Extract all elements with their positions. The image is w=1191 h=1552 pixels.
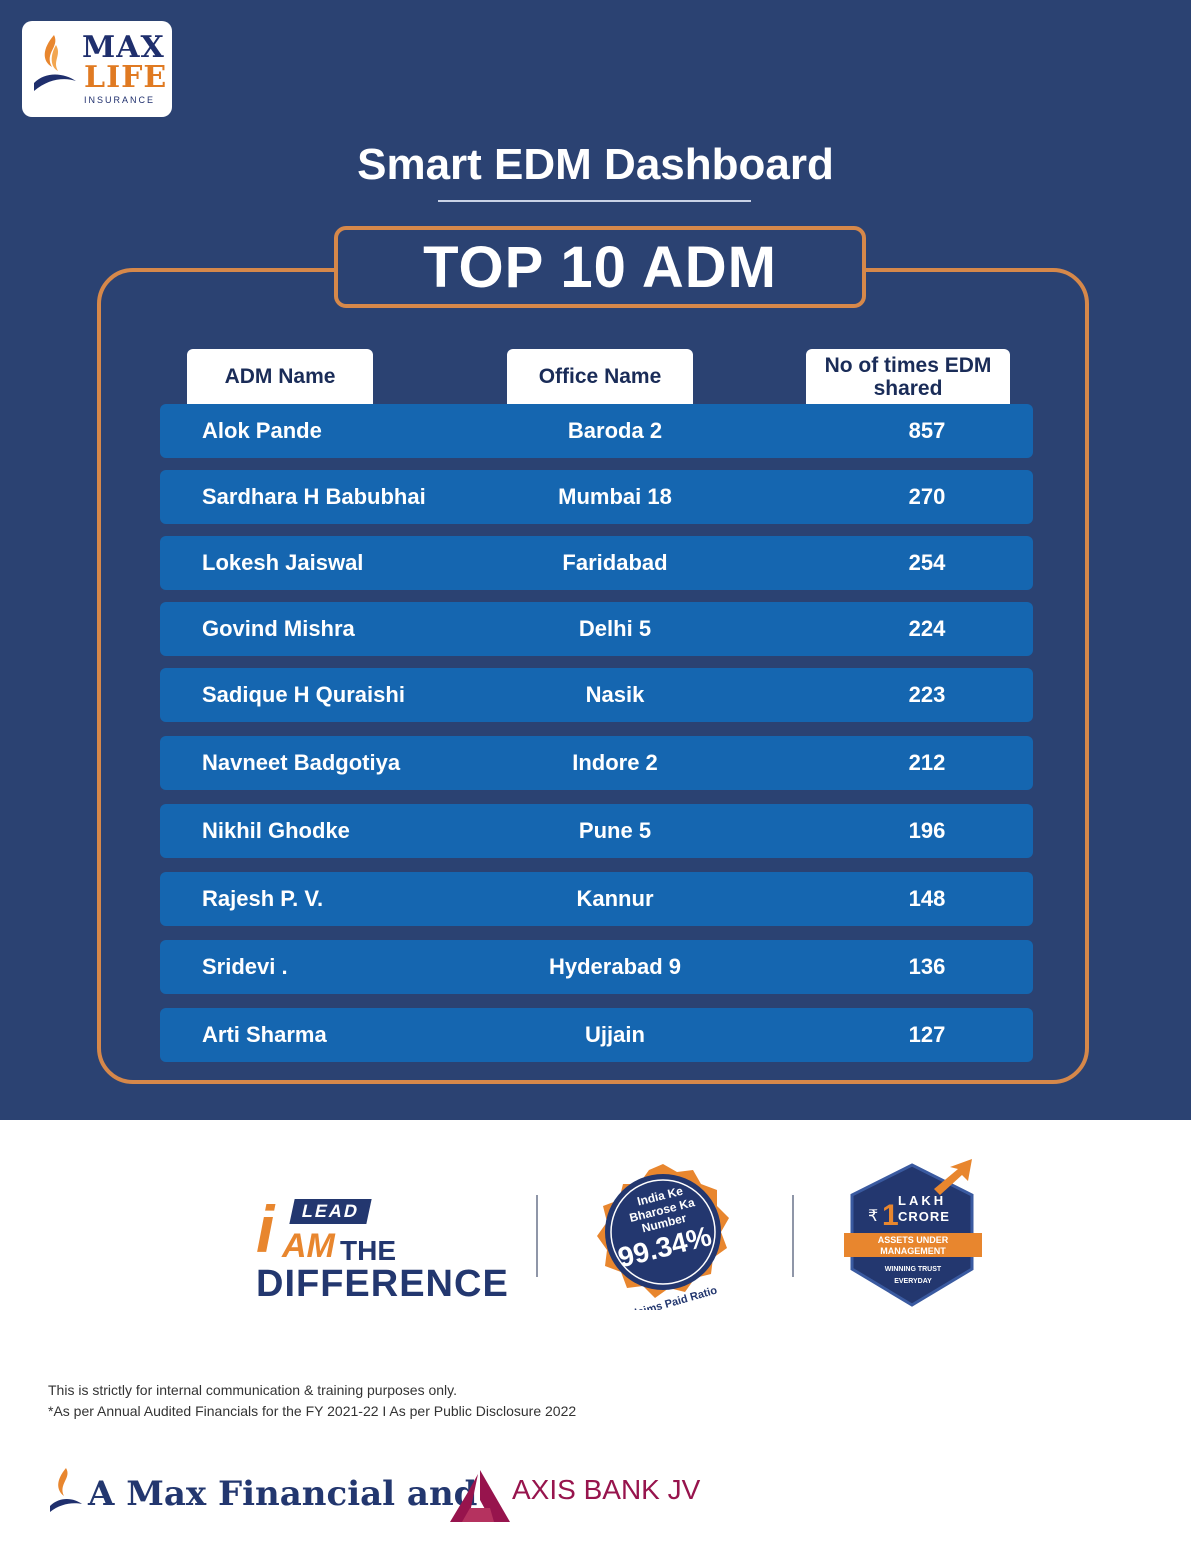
office-name-cell: Mumbai 18 xyxy=(558,484,672,509)
banner-title: TOP 10 ADM xyxy=(423,234,777,300)
table-row: Sardhara H Babubhai Mumbai 18 270 xyxy=(160,470,1033,524)
table-row: Lokesh Jaiswal Faridabad 254 xyxy=(160,536,1033,590)
footer-divider xyxy=(792,1195,794,1277)
column-header-office-name: Office Name xyxy=(507,349,693,405)
campaign-lead-badge: LEAD xyxy=(289,1199,372,1224)
edm-count-cell: 136 xyxy=(908,954,946,979)
logo-wordmark-insurance: INSURANCE xyxy=(84,95,156,105)
office-name-cell: Hyderabad 9 xyxy=(548,954,682,979)
edm-count-cell: 270 xyxy=(908,484,946,509)
adm-name-cell: Navneet Badgotiya xyxy=(202,750,401,775)
title-underline xyxy=(438,200,751,202)
table-row: Govind Mishra Delhi 5 224 xyxy=(160,602,1033,656)
growth-arrow-icon xyxy=(934,1159,972,1195)
office-name-cell: Kannur xyxy=(576,886,654,911)
office-name-cell: Ujjain xyxy=(585,1022,645,1047)
aum-hexagon-badge: ₹ 1 LAKH CRORE ASSETS UNDER MANAGEMENT W… xyxy=(844,1159,982,1307)
office-name-cell: Faridabad xyxy=(562,550,668,575)
aum-currency: ₹ xyxy=(868,1206,878,1225)
table-row: Nikhil Ghodke Pune 5 196 xyxy=(160,804,1033,858)
edm-count-cell: 857 xyxy=(908,418,946,443)
adm-name-cell: Alok Pande xyxy=(202,418,322,443)
adm-name-cell: Rajesh P. V. xyxy=(202,886,324,911)
adm-name-cell: Arti Sharma xyxy=(202,1022,327,1047)
office-name-cell: Nasik xyxy=(585,682,645,707)
aum-band-line-1: ASSETS UNDER xyxy=(878,1235,949,1245)
edm-count-cell: 223 xyxy=(908,682,946,707)
column-header-edm-count: No of times EDM shared xyxy=(806,349,1010,405)
table-row: Arti Sharma Ujjain 127 xyxy=(160,1008,1033,1062)
office-name-cell: Pune 5 xyxy=(578,818,652,843)
edm-count-cell: 254 xyxy=(908,550,946,575)
logo-wordmark-life: LIFE xyxy=(84,60,168,95)
claims-paid-ratio-seal: India Ke Bharose Ka Number 99.34% Claims… xyxy=(597,1164,729,1310)
aum-unit-lakh: LAKH xyxy=(898,1193,946,1208)
disclaimer-line-2: *As per Annual Audited Financials for th… xyxy=(48,1403,577,1419)
adm-name-cell: Nikhil Ghodke xyxy=(202,818,350,843)
adm-name-cell: Sadique H Quraishi xyxy=(202,682,405,707)
i-lead-campaign-logo: i LEAD AM THE DIFFERENCE xyxy=(252,1185,508,1305)
edm-count-cell: 148 xyxy=(908,886,946,911)
aum-band-line-2: MANAGEMENT xyxy=(880,1246,946,1256)
office-name-cell: Indore 2 xyxy=(572,750,658,775)
campaign-difference: DIFFERENCE xyxy=(256,1263,509,1305)
flame-logo-icon xyxy=(34,35,76,91)
table-row: Alok Pande Baroda 2 857 xyxy=(160,404,1033,458)
table-row: Sadique H Quraishi Nasik 223 xyxy=(160,668,1033,722)
top-adm-banner: TOP 10 ADM xyxy=(334,226,866,308)
adm-name-cell: Govind Mishra xyxy=(202,616,355,641)
disclaimer-line-1: This is strictly for internal communicat… xyxy=(48,1382,458,1398)
page-title: Smart EDM Dashboard xyxy=(357,140,834,189)
edm-count-cell: 196 xyxy=(908,818,946,843)
campaign-the: THE xyxy=(340,1235,396,1266)
aum-tag-line-1: WINNING TRUST xyxy=(885,1266,942,1273)
adm-name-cell: Lokesh Jaiswal xyxy=(202,550,364,575)
office-name-cell: Baroda 2 xyxy=(567,418,663,443)
edm-count-cell: 212 xyxy=(908,750,946,775)
edm-count-cell: 224 xyxy=(908,616,946,641)
aum-unit-crore: CRORE xyxy=(898,1209,950,1224)
campaign-am: AM xyxy=(282,1227,335,1265)
edm-count-cell: 127 xyxy=(908,1022,946,1047)
aum-amount: 1 xyxy=(882,1199,899,1232)
dashboard-panel: MAX LIFE INSURANCE Smart EDM Dashboard T… xyxy=(0,0,1191,1120)
disclaimer: This is strictly for internal communicat… xyxy=(48,1380,576,1422)
logo-wordmark-max: MAX xyxy=(82,30,165,65)
column-header-adm-name: ADM Name xyxy=(187,349,373,405)
table-row: Sridevi . Hyderabad 9 136 xyxy=(160,940,1033,994)
max-life-logo: MAX LIFE INSURANCE xyxy=(22,21,172,117)
adm-name-cell: Sardhara H Babubhai xyxy=(202,484,426,509)
axis-bank-icon xyxy=(450,1470,510,1522)
jv-text: A Max Financial and xyxy=(88,1474,478,1514)
office-name-cell: Delhi 5 xyxy=(578,616,652,641)
table-row: Navneet Badgotiya Indore 2 212 xyxy=(160,736,1033,790)
campaign-i-letter: i xyxy=(256,1192,275,1266)
footer-panel xyxy=(0,1120,1191,1552)
adm-name-cell: Sridevi . xyxy=(202,954,288,979)
table-row: Rajesh P. V. Kannur 148 xyxy=(160,872,1033,926)
flame-logo-icon xyxy=(50,1468,82,1512)
aum-tag-line-2: EVERYDAY xyxy=(894,1278,932,1285)
footer-divider xyxy=(536,1195,538,1277)
jv-partner: AXIS BANK JV xyxy=(512,1474,701,1505)
